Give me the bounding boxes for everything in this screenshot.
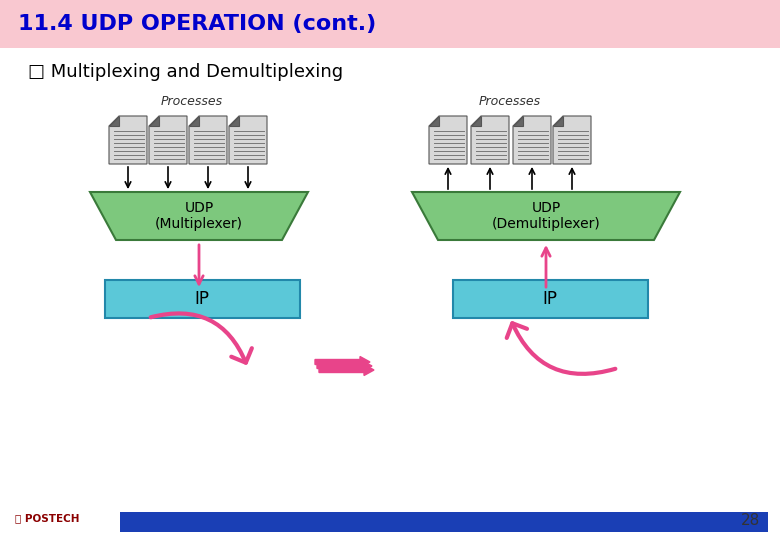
Text: 28: 28 (741, 513, 760, 528)
Polygon shape (553, 116, 563, 126)
FancyArrow shape (317, 361, 372, 372)
Text: UDP
(Demultiplexer): UDP (Demultiplexer) (491, 201, 601, 231)
Polygon shape (513, 116, 523, 126)
Polygon shape (429, 116, 467, 164)
Text: IP: IP (194, 290, 210, 308)
Text: 11.4 UDP OPERATION (cont.): 11.4 UDP OPERATION (cont.) (18, 14, 376, 34)
Text: Processes: Processes (479, 95, 541, 108)
Polygon shape (109, 116, 119, 126)
Polygon shape (412, 192, 680, 240)
Text: IP: IP (543, 290, 558, 308)
Polygon shape (109, 116, 147, 164)
Text: UDP
(Multiplexer): UDP (Multiplexer) (155, 201, 243, 231)
Polygon shape (189, 116, 199, 126)
Polygon shape (229, 116, 239, 126)
Polygon shape (149, 116, 187, 164)
Text: □ Multiplexing and Demultiplexing: □ Multiplexing and Demultiplexing (28, 63, 343, 81)
Polygon shape (513, 116, 551, 164)
FancyArrow shape (319, 364, 374, 375)
Polygon shape (90, 192, 308, 240)
Polygon shape (149, 116, 159, 126)
Bar (453, 280, 648, 318)
Polygon shape (189, 116, 227, 164)
Bar (120, 512, 768, 532)
Polygon shape (429, 116, 439, 126)
Polygon shape (471, 116, 509, 164)
Polygon shape (471, 116, 481, 126)
FancyArrowPatch shape (507, 323, 615, 374)
Bar (105, 280, 300, 318)
FancyArrowPatch shape (151, 313, 252, 363)
Bar (0, 0, 780, 48)
Text: Ⓟ POSTECH: Ⓟ POSTECH (15, 513, 80, 523)
FancyArrow shape (315, 356, 370, 368)
Text: Processes: Processes (161, 95, 223, 108)
Polygon shape (553, 116, 591, 164)
Polygon shape (229, 116, 267, 164)
